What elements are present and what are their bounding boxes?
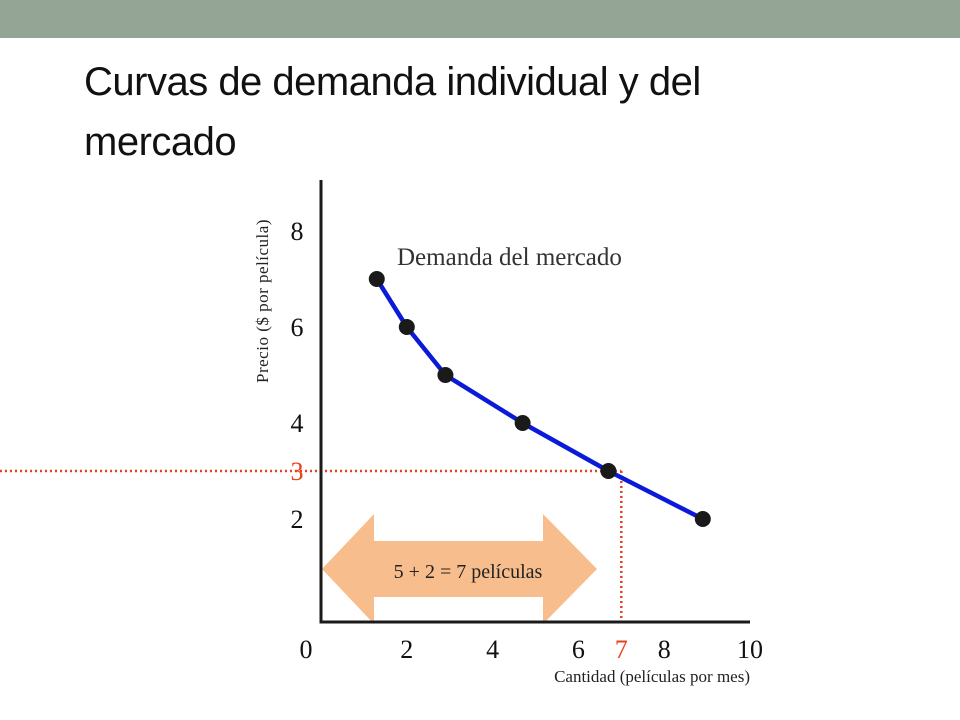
x-tick-label-6: 6	[572, 635, 585, 664]
y-tick-label-2: 2	[291, 505, 304, 534]
double-arrow-annotation	[322, 514, 597, 624]
demand-curve-line	[374, 277, 704, 522]
y-axis-title: Precio ($ por película)	[253, 219, 272, 383]
demand-point-3	[437, 367, 454, 383]
annotation-label: 5 + 2 = 7 películas	[394, 561, 543, 583]
x-tick-label-4: 4	[486, 635, 499, 664]
y-tick-label-4: 4	[291, 409, 304, 438]
top-accent-bar	[0, 0, 960, 38]
x-axis-title: Cantidad (películas por mes)	[554, 667, 750, 686]
x-tick-label-7: 7	[615, 635, 628, 664]
y-tick-label-8: 8	[291, 217, 304, 246]
slide-title: Curvas de demanda individual y del merca…	[84, 60, 701, 164]
demand-point-5	[600, 463, 617, 479]
x-tick-label-8: 8	[658, 635, 671, 664]
demand-point-1	[368, 271, 385, 287]
x-tick-label-10: 10	[737, 635, 763, 664]
x-tick-label-2: 2	[400, 635, 413, 664]
y-tick-label-3: 3	[291, 457, 304, 486]
y-tick-label-6: 6	[291, 313, 304, 342]
demand-point-2	[398, 319, 415, 335]
demand-point-6	[694, 511, 711, 527]
demand-point-4	[514, 415, 531, 431]
x-tick-label-0: 0	[300, 635, 313, 664]
series-label: Demanda del mercado	[397, 244, 622, 271]
